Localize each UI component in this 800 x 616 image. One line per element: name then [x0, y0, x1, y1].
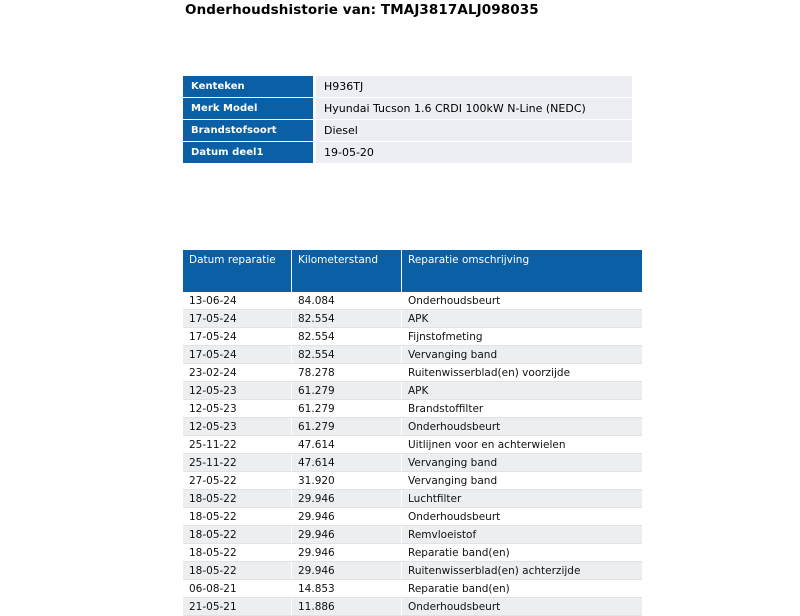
table-row: 17-05-24 82.554 APK — [183, 309, 642, 328]
cell-reparatie-omschrijving: Vervanging band — [401, 471, 642, 490]
cell-kilometerstand: 29.946 — [291, 525, 402, 544]
cell-reparatie-omschrijving: Onderhoudsbeurt — [401, 597, 642, 616]
cell-datum-reparatie: 06-08-21 — [183, 579, 292, 598]
cell-datum-reparatie: 18-05-22 — [183, 543, 292, 562]
cell-datum-reparatie: 12-05-23 — [183, 399, 292, 418]
table-row: 21-05-21 11.886 Onderhoudsbeurt — [183, 597, 642, 616]
table-row: 12-05-23 61.279 Onderhoudsbeurt — [183, 417, 642, 436]
table-row: 18-05-22 29.946 Remvloeistof — [183, 525, 642, 544]
cell-reparatie-omschrijving: APK — [401, 309, 642, 328]
cell-reparatie-omschrijving: Fijnstofmeting — [401, 327, 642, 346]
cell-reparatie-omschrijving: Onderhoudsbeurt — [401, 292, 642, 310]
cell-kilometerstand: 29.946 — [291, 507, 402, 526]
repair-history-body: 13-06-24 84.084 Onderhoudsbeurt 17-05-24 82.… — [183, 292, 642, 616]
vehicle-info-table: Kenteken H936TJ Merk Model Hyundai Tucso… — [183, 75, 632, 164]
cell-datum-reparatie: 18-05-22 — [183, 561, 292, 580]
table-row: 18-05-22 29.946 Ruitenwisserblad(en) achte… — [183, 561, 642, 580]
table-row: 18-05-22 29.946 Onderhoudsbeurt — [183, 507, 642, 526]
vehicle-info-value-kenteken: H936TJ — [316, 76, 632, 97]
cell-reparatie-omschrijving: Brandstoffilter — [401, 399, 642, 418]
vehicle-info-label-datum-deel1: Datum deel1 — [183, 142, 313, 163]
cell-kilometerstand: 61.279 — [291, 399, 402, 418]
table-row: 25-11-22 47.614 Uitlijnen voor en achterwi… — [183, 435, 642, 454]
table-row: Datum deel1 19-05-20 — [183, 142, 632, 163]
cell-kilometerstand: 47.614 — [291, 435, 402, 454]
cell-kilometerstand: 29.946 — [291, 561, 402, 580]
cell-reparatie-omschrijving: APK — [401, 381, 642, 400]
table-header-row: Datum reparatie Kilometerstand Reparatie… — [183, 250, 642, 292]
cell-datum-reparatie: 12-05-23 — [183, 381, 292, 400]
table-row: 27-05-22 31.920 Vervanging band — [183, 471, 642, 490]
table-row: 18-05-22 29.946 Luchtfilter — [183, 489, 642, 508]
table-row: 13-06-24 84.084 Onderhoudsbeurt — [183, 292, 642, 310]
cell-kilometerstand: 29.946 — [291, 489, 402, 508]
table-row: 18-05-22 29.946 Reparatie band(en) — [183, 543, 642, 562]
cell-kilometerstand: 84.084 — [291, 292, 402, 310]
column-spacer — [313, 76, 316, 97]
cell-datum-reparatie: 18-05-22 — [183, 489, 292, 508]
cell-kilometerstand: 11.886 — [291, 597, 402, 616]
vehicle-info-value-merk-model: Hyundai Tucson 1.6 CRDI 100kW N-Line (NE… — [316, 98, 632, 119]
cell-kilometerstand: 31.920 — [291, 471, 402, 490]
table-row: 23-02-24 78.278 Ruitenwisserblad(en) voorz… — [183, 363, 642, 382]
cell-datum-reparatie: 23-02-24 — [183, 363, 292, 382]
cell-datum-reparatie: 25-11-22 — [183, 435, 292, 454]
table-row: Merk Model Hyundai Tucson 1.6 CRDI 100kW… — [183, 98, 632, 119]
vehicle-info-value-brandstofsoort: Diesel — [316, 120, 632, 141]
table-row: Kenteken H936TJ — [183, 76, 632, 97]
cell-kilometerstand: 82.554 — [291, 309, 402, 328]
repair-history-table: Datum reparatie Kilometerstand Reparatie… — [183, 250, 642, 616]
vehicle-info-body: Kenteken H936TJ Merk Model Hyundai Tucso… — [183, 76, 632, 163]
table-row: 12-05-23 61.279 Brandstoffilter — [183, 399, 642, 418]
cell-reparatie-omschrijving: Ruitenwisserblad(en) voorzijde — [401, 363, 642, 382]
cell-datum-reparatie: 27-05-22 — [183, 471, 292, 490]
cell-reparatie-omschrijving: Remvloeistof — [401, 525, 642, 544]
vehicle-info-label-merk-model: Merk Model — [183, 98, 313, 119]
table-row: 25-11-22 47.614 Vervanging band — [183, 453, 642, 472]
cell-datum-reparatie: 13-06-24 — [183, 292, 292, 310]
cell-reparatie-omschrijving: Onderhoudsbeurt — [401, 507, 642, 526]
cell-kilometerstand: 82.554 — [291, 345, 402, 364]
column-spacer — [313, 120, 316, 141]
cell-kilometerstand: 29.946 — [291, 543, 402, 562]
repair-history-header: Datum reparatie Kilometerstand Reparatie… — [183, 250, 642, 292]
page-title: Onderhoudshistorie van: TMAJ3817ALJ09803… — [185, 2, 539, 18]
table-row: 17-05-24 82.554 Vervanging band — [183, 345, 642, 364]
vehicle-info-label-brandstofsoort: Brandstofsoort — [183, 120, 313, 141]
table-row: 17-05-24 82.554 Fijnstofmeting — [183, 327, 642, 346]
cell-datum-reparatie: 17-05-24 — [183, 327, 292, 346]
column-header-kilometerstand: Kilometerstand — [291, 250, 402, 292]
table-row: 06-08-21 14.853 Reparatie band(en) — [183, 579, 642, 598]
vehicle-info-label-kenteken: Kenteken — [183, 76, 313, 97]
cell-kilometerstand: 61.279 — [291, 381, 402, 400]
cell-reparatie-omschrijving: Vervanging band — [401, 345, 642, 364]
cell-kilometerstand: 82.554 — [291, 327, 402, 346]
cell-reparatie-omschrijving: Onderhoudsbeurt — [401, 417, 642, 436]
cell-datum-reparatie: 12-05-23 — [183, 417, 292, 436]
cell-datum-reparatie: 25-11-22 — [183, 453, 292, 472]
cell-reparatie-omschrijving: Vervanging band — [401, 453, 642, 472]
cell-datum-reparatie: 18-05-22 — [183, 525, 292, 544]
cell-kilometerstand: 47.614 — [291, 453, 402, 472]
cell-reparatie-omschrijving: Ruitenwisserblad(en) achterzijde — [401, 561, 642, 580]
cell-kilometerstand: 14.853 — [291, 579, 402, 598]
vehicle-info-value-datum-deel1: 19-05-20 — [316, 142, 632, 163]
column-header-reparatie-omschrijving: Reparatie omschrijving — [401, 250, 642, 292]
column-spacer — [313, 98, 316, 119]
cell-kilometerstand: 61.279 — [291, 417, 402, 436]
cell-reparatie-omschrijving: Uitlijnen voor en achterwielen — [401, 435, 642, 454]
cell-datum-reparatie: 18-05-22 — [183, 507, 292, 526]
cell-datum-reparatie: 17-05-24 — [183, 309, 292, 328]
cell-reparatie-omschrijving: Luchtfilter — [401, 489, 642, 508]
column-spacer — [313, 142, 316, 163]
cell-reparatie-omschrijving: Reparatie band(en) — [401, 579, 642, 598]
cell-kilometerstand: 78.278 — [291, 363, 402, 382]
cell-datum-reparatie: 21-05-21 — [183, 597, 292, 616]
table-row: Brandstofsoort Diesel — [183, 120, 632, 141]
column-header-datum-reparatie: Datum reparatie — [183, 250, 292, 292]
table-row: 12-05-23 61.279 APK — [183, 381, 642, 400]
cell-reparatie-omschrijving: Reparatie band(en) — [401, 543, 642, 562]
cell-datum-reparatie: 17-05-24 — [183, 345, 292, 364]
